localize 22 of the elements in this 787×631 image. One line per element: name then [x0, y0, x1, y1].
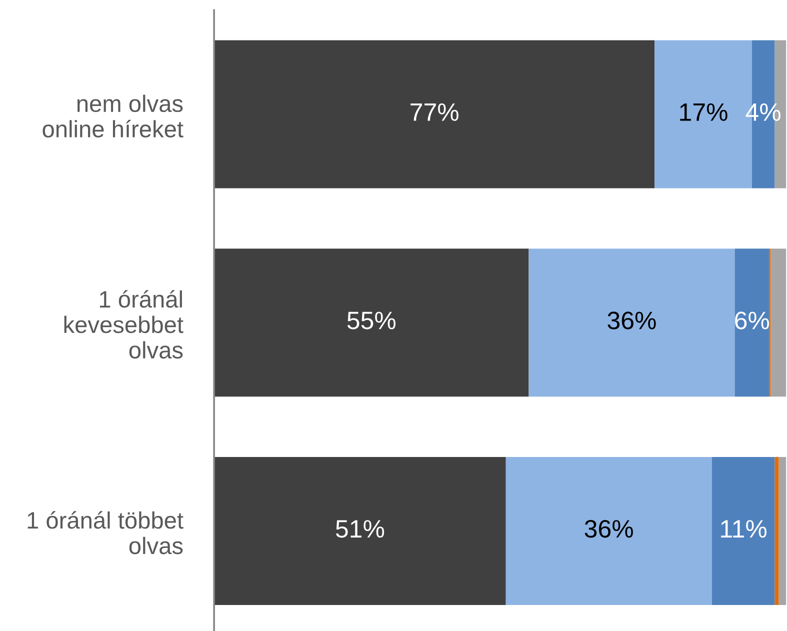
bar — [778, 457, 786, 605]
bar — [770, 248, 786, 397]
y-tick-label: 1 óránál kevesebbet olvas — [64, 290, 184, 359]
bar — [506, 457, 712, 605]
bar — [734, 248, 770, 397]
data-label: 36% — [584, 520, 633, 538]
bar — [214, 457, 506, 605]
bar — [214, 248, 529, 397]
data-label: 6% — [735, 312, 770, 330]
data-label: 36% — [608, 312, 656, 330]
bar — [214, 40, 655, 188]
bar — [774, 457, 779, 605]
bar — [712, 457, 775, 605]
data-label: 77% — [410, 103, 458, 121]
y-tick-label: 1 óránál többet olvas — [28, 511, 184, 554]
data-label: 11% — [721, 520, 767, 538]
bar — [528, 248, 735, 397]
y-tick-label: nem olvas online híreket — [42, 94, 184, 138]
data-label: 51% — [336, 520, 384, 538]
data-label: 17% — [680, 103, 728, 121]
data-label: 55% — [347, 312, 396, 330]
data-label: 4% — [746, 103, 781, 121]
